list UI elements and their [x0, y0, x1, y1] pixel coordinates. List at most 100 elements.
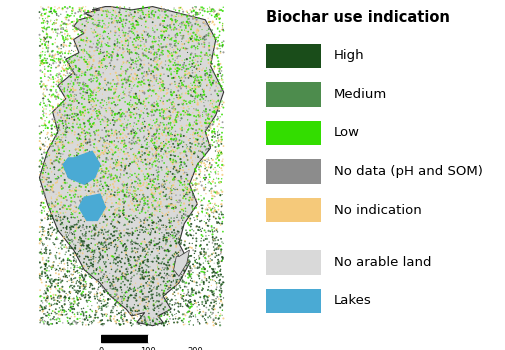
Point: [62, 225, 70, 231]
Point: [131, 96, 139, 101]
Point: [48, 122, 56, 128]
Point: [161, 262, 169, 268]
Point: [212, 11, 220, 17]
Point: [79, 82, 87, 87]
Point: [178, 36, 186, 42]
Point: [44, 136, 53, 142]
Point: [172, 135, 180, 141]
Point: [147, 68, 156, 74]
Point: [185, 240, 193, 246]
Point: [59, 124, 67, 130]
Point: [153, 66, 161, 71]
Point: [138, 50, 146, 56]
Point: [107, 30, 115, 35]
Point: [173, 146, 181, 151]
Point: [79, 293, 87, 298]
Point: [173, 33, 181, 38]
Point: [195, 228, 203, 233]
Point: [85, 122, 93, 127]
Point: [110, 286, 118, 291]
Point: [119, 270, 127, 276]
Point: [143, 217, 151, 223]
Point: [148, 25, 157, 31]
Point: [171, 262, 179, 268]
Point: [169, 49, 177, 55]
Point: [60, 85, 68, 91]
Point: [98, 195, 106, 201]
Point: [171, 50, 179, 55]
Point: [188, 93, 196, 99]
Point: [198, 225, 206, 231]
Point: [166, 66, 174, 72]
Point: [95, 246, 103, 252]
Point: [58, 239, 66, 245]
Point: [38, 271, 46, 277]
Point: [45, 236, 54, 242]
Point: [164, 172, 172, 177]
Point: [58, 309, 66, 315]
Point: [157, 275, 165, 280]
Point: [208, 289, 216, 295]
Point: [70, 117, 78, 122]
Point: [205, 274, 213, 280]
Point: [168, 205, 176, 211]
Point: [62, 312, 70, 317]
Point: [115, 302, 123, 307]
Point: [169, 291, 177, 297]
Point: [58, 29, 66, 35]
Point: [57, 154, 65, 159]
Point: [63, 180, 71, 186]
Point: [135, 210, 143, 216]
Point: [79, 233, 87, 239]
Point: [191, 300, 199, 306]
Point: [196, 54, 205, 59]
Point: [187, 86, 195, 91]
Point: [141, 262, 149, 267]
Point: [140, 41, 148, 47]
Point: [219, 280, 227, 285]
Point: [204, 57, 212, 63]
Point: [74, 312, 82, 317]
Point: [52, 202, 60, 208]
Point: [105, 105, 113, 111]
Point: [131, 191, 139, 197]
Point: [49, 148, 57, 154]
Point: [72, 146, 80, 152]
Point: [113, 41, 121, 46]
Point: [155, 202, 163, 208]
Point: [157, 194, 165, 200]
Point: [51, 93, 59, 98]
Point: [91, 8, 99, 14]
Point: [38, 162, 46, 167]
Point: [108, 187, 116, 193]
Point: [145, 264, 154, 270]
Point: [195, 264, 203, 270]
Point: [102, 313, 110, 319]
Point: [205, 307, 213, 313]
Point: [173, 265, 181, 271]
Point: [86, 116, 94, 121]
Point: [39, 108, 47, 114]
Point: [61, 108, 69, 114]
Point: [184, 287, 192, 293]
Point: [175, 200, 183, 205]
Point: [46, 212, 54, 218]
Point: [103, 82, 111, 88]
Point: [50, 309, 58, 314]
Point: [77, 18, 85, 23]
Point: [173, 113, 181, 119]
Point: [112, 321, 120, 327]
Point: [127, 131, 135, 136]
Point: [145, 87, 154, 93]
Point: [95, 39, 103, 45]
Point: [52, 56, 60, 62]
Point: [185, 106, 193, 112]
Point: [178, 22, 186, 28]
Point: [105, 207, 113, 213]
Point: [159, 139, 167, 145]
Point: [44, 230, 53, 236]
Point: [211, 131, 219, 136]
Point: [41, 123, 49, 128]
Point: [129, 134, 137, 140]
Point: [55, 56, 63, 62]
